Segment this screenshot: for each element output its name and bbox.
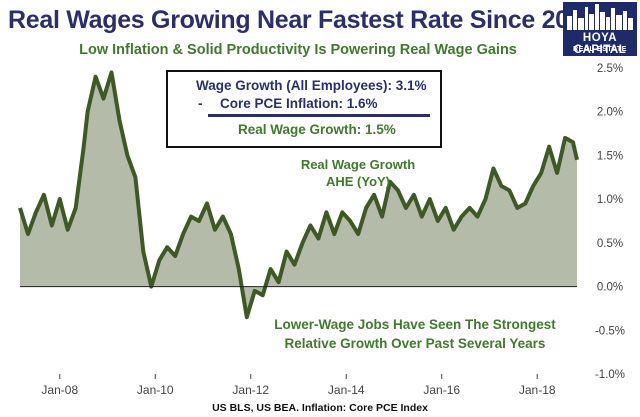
source-note: US BLS, US BEA. Inflation: Core PCE Inde… xyxy=(212,402,428,414)
series-annotation-line1: Real Wage Growth xyxy=(300,157,416,172)
chart-title: Real Wages Growing Near Fastest Rate Sin… xyxy=(8,6,596,34)
sum-line xyxy=(208,114,430,117)
y-tick-label: 2.0% xyxy=(597,107,623,119)
y-tick-label: 0.0% xyxy=(597,282,623,294)
y-tick-label: -0.5% xyxy=(595,325,625,337)
x-tick-label: Jan-10 xyxy=(137,383,174,397)
y-tick-label: 1.5% xyxy=(597,150,623,162)
x-tick-label: Jan-12 xyxy=(232,383,269,397)
wage-growth-label: Wage Growth (All Employees): 3.1% xyxy=(196,78,427,93)
y-axis: 2.5% 2.0% 1.5% 1.0% 0.5% 0.0% -0.5% -1.0% xyxy=(595,63,625,381)
area-fill xyxy=(20,72,577,318)
note-annotation: Lower-Wage Jobs Have Seen The Strongest … xyxy=(250,315,580,353)
note-annotation-line2: Relative Growth Over Past Several Years xyxy=(284,336,546,351)
logo-subtext: REAL ESTATE xyxy=(572,46,628,53)
x-tick-label: Jan-08 xyxy=(41,383,78,397)
x-tick-label: Jan-14 xyxy=(328,383,365,397)
core-pce-label: Core PCE Inflation: 1.6% xyxy=(220,96,378,111)
x-tick-label: Jan-18 xyxy=(519,383,556,397)
note-annotation-line1: Lower-Wage Jobs Have Seen The Strongest xyxy=(274,317,556,332)
x-tick-label: Jan-16 xyxy=(423,383,460,397)
skyline-icon xyxy=(567,4,633,30)
minus-sign: - xyxy=(198,96,203,111)
series-line xyxy=(18,70,579,320)
y-tick-label: 1.0% xyxy=(597,194,623,206)
hoya-capital-logo: HOYA CAPITAL REAL ESTATE xyxy=(563,2,637,56)
series-annotation-line2: AHE (YoY) xyxy=(325,174,391,189)
y-tick-label: -1.0% xyxy=(595,369,625,381)
y-tick-label: 2.5% xyxy=(597,63,623,75)
callout-box: Wage Growth (All Employees): 3.1% - Core… xyxy=(166,70,442,148)
chart-subtitle: Low Inflation & Solid Productivity Is Po… xyxy=(79,42,517,58)
y-tick-label: 0.5% xyxy=(597,238,623,250)
logo-text: HOYA CAPITAL xyxy=(573,32,627,56)
series-annotation: Real Wage Growth AHE (YoY) xyxy=(268,156,448,190)
real-wage-growth-label: Real Wage Growth: 1.5% xyxy=(238,122,396,137)
x-axis: Jan-08 Jan-10 Jan-12 Jan-14 Jan-16 Jan-18 xyxy=(41,374,556,397)
